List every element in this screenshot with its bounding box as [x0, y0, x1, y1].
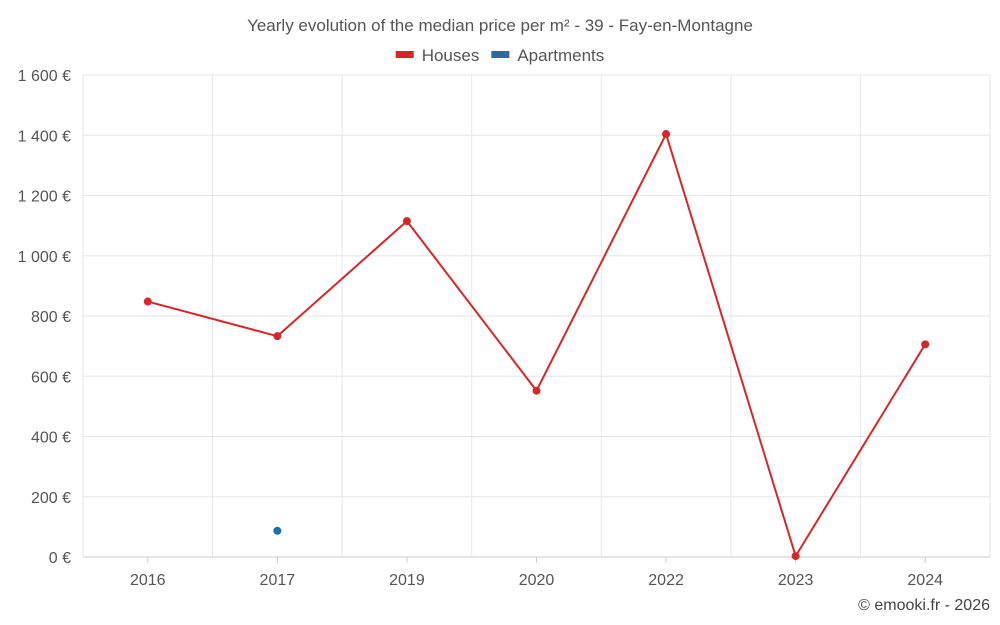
houses-data-point[interactable] — [273, 332, 282, 341]
y-tick-label: 1 000 € — [18, 249, 71, 266]
x-tick-label: 2016 — [130, 572, 166, 589]
y-tick-label: 800 € — [31, 309, 71, 326]
legend-item-apartments[interactable]: Apartments — [491, 46, 604, 65]
apartments-data-point[interactable] — [273, 526, 282, 535]
chart-title: Yearly evolution of the median price per… — [247, 16, 753, 35]
legend-swatch — [395, 51, 414, 58]
legend-swatch — [491, 51, 510, 58]
x-tick-label: 2024 — [907, 572, 943, 589]
legend-label: Houses — [422, 46, 480, 65]
grid — [82, 74, 991, 558]
legend-item-houses[interactable]: Houses — [395, 46, 480, 65]
y-tick-label: 600 € — [31, 369, 71, 386]
houses-series-line — [147, 133, 927, 558]
houses-data-point[interactable] — [921, 340, 930, 349]
houses-data-point[interactable] — [662, 130, 671, 139]
houses-data-point[interactable] — [402, 217, 411, 226]
y-axis: 0 € 200 € 400 € 600 € 800 € 1 000 € 1 200 € 1 4… — [18, 68, 71, 567]
houses-data-point[interactable] — [791, 552, 800, 561]
credit-text: © emooki.fr - 2026 — [858, 597, 990, 614]
y-tick-label: 400 € — [31, 430, 71, 447]
x-tick-label: 2023 — [778, 572, 814, 589]
houses-data-point[interactable] — [143, 297, 152, 306]
x-tick-label: 2017 — [260, 572, 296, 589]
x-tick-label: 2019 — [389, 572, 425, 589]
x-tick-label: 2022 — [648, 572, 684, 589]
legend: Houses Apartments — [395, 46, 604, 65]
series-layer — [143, 130, 930, 561]
y-tick-label: 0 € — [49, 550, 71, 567]
y-tick-label: 1 200 € — [18, 189, 71, 206]
legend-label: Apartments — [517, 46, 604, 65]
y-tick-label: 1 600 € — [18, 68, 71, 85]
x-axis: 2016 2017 2019 2020 2022 2023 2024 — [130, 557, 943, 589]
x-tick-label: 2020 — [519, 572, 555, 589]
y-tick-label: 1 400 € — [18, 128, 71, 145]
y-tick-label: 200 € — [31, 490, 71, 507]
houses-data-point[interactable] — [532, 386, 541, 395]
